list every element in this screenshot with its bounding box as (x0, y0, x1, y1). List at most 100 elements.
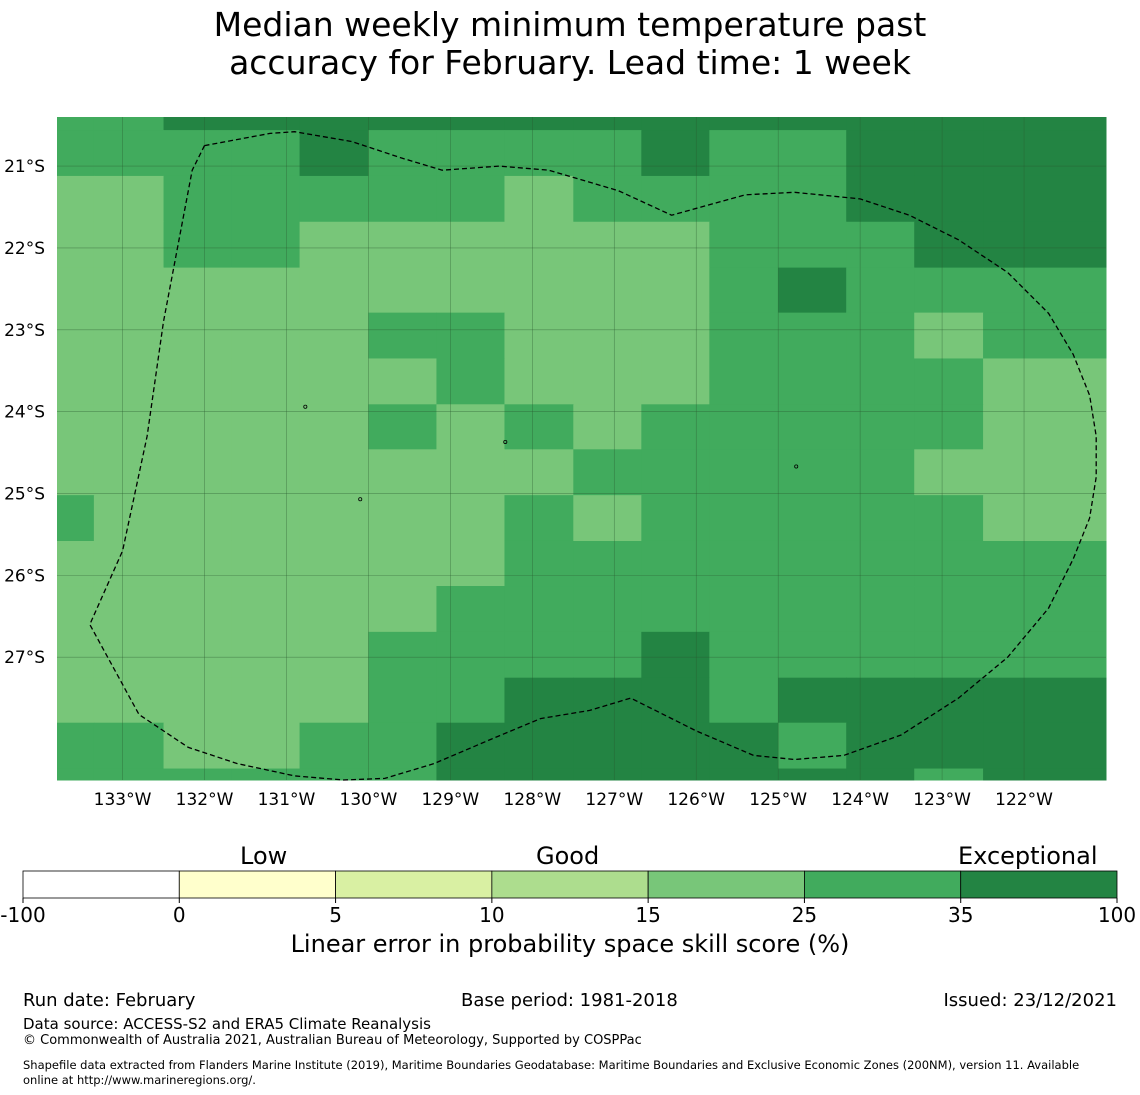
skill-cell (846, 586, 915, 633)
longitude-label: 122°W (995, 790, 1053, 810)
skill-cell (299, 404, 369, 450)
colorbar-segment (22, 870, 180, 899)
skill-cell (368, 677, 437, 724)
skill-cell (709, 358, 779, 405)
skill-cell (846, 117, 915, 131)
skill-cell (231, 358, 301, 405)
skill-cell (163, 117, 233, 131)
skill-cell (93, 358, 165, 405)
island-outline (503, 439, 508, 444)
skill-cell (983, 586, 1107, 633)
skill-cell (983, 404, 1107, 450)
skill-cell (846, 495, 915, 542)
eez-boundary (89, 131, 1097, 781)
skill-cell (57, 175, 95, 223)
skill-cell (93, 404, 165, 450)
skill-cell (231, 495, 301, 542)
skill-cell (368, 768, 437, 781)
skill-cell (983, 130, 1107, 177)
skill-cell (846, 267, 915, 314)
skill-cell (299, 722, 369, 770)
skill-cell (504, 267, 574, 314)
skill-cell (504, 586, 574, 633)
skill-cell (368, 117, 437, 131)
skill-cell (57, 130, 95, 177)
issued-date: Issued: 23/12/2021 (943, 990, 1117, 1011)
latitude-label: 26°S (4, 566, 45, 586)
skill-cell (231, 267, 301, 314)
latitude-label: 21°S (4, 157, 45, 177)
skill-cell (641, 495, 710, 542)
skill-cell (641, 540, 710, 587)
latitude-label: 23°S (4, 321, 45, 341)
skill-cell (163, 540, 233, 587)
skill-cell (299, 221, 369, 269)
skill-cell (504, 175, 574, 223)
skill-cell (983, 358, 1107, 405)
skill-cell (299, 117, 369, 131)
skill-cell (57, 495, 95, 542)
copyright: © Commonwealth of Australia 2021, Austra… (23, 1033, 642, 1048)
skill-cell (641, 677, 710, 724)
skill-cell (641, 221, 710, 269)
skill-cell (709, 722, 779, 770)
skill-cell (504, 677, 574, 724)
colorbar-segment (178, 870, 336, 899)
skill-cell (57, 358, 95, 405)
skill-cell (709, 404, 779, 450)
skill-cell (641, 267, 710, 314)
skill-cell (641, 117, 710, 131)
skill-cell (641, 449, 710, 496)
colorbar-ticks: -100 0 5 10 15 25 35 100 (0, 898, 1136, 927)
islands (303, 404, 799, 502)
skill-cell (57, 449, 95, 496)
skill-cell (914, 312, 984, 359)
base-period: Base period: 1981-2018 (461, 990, 678, 1011)
skill-cell (504, 117, 574, 131)
skill-cell (231, 404, 301, 450)
skill-cell (231, 768, 301, 781)
skill-cell (57, 631, 95, 679)
colorbar-segment (804, 870, 962, 899)
skill-cell (436, 175, 505, 223)
skill-cell (57, 267, 95, 314)
skill-cell (778, 267, 847, 314)
shapefile-credit-1: Shapefile data extracted from Flanders M… (23, 1058, 1080, 1072)
skill-cell (641, 722, 710, 770)
skill-cell (573, 449, 642, 496)
skill-cell (709, 540, 779, 587)
skill-cell (778, 117, 847, 131)
skill-cell (983, 312, 1107, 359)
skill-cell (709, 130, 779, 177)
skill-cell (846, 404, 915, 450)
skill-cell (504, 722, 574, 770)
skill-cell (231, 449, 301, 496)
latitude-label: 27°S (4, 648, 45, 668)
shapefile-credit-2: online at http://www.marineregions.org/. (23, 1073, 256, 1087)
skill-cell (846, 677, 915, 724)
skill-cell (57, 404, 95, 450)
colorbar-tick-label: 5 (329, 903, 342, 927)
skill-cell (778, 221, 847, 269)
colorbar-segment (647, 870, 805, 899)
longitude-label: 132°W (176, 790, 234, 810)
skill-cell (436, 267, 505, 314)
skill-cell (231, 722, 301, 770)
skill-cell (93, 449, 165, 496)
skill-cell (641, 312, 710, 359)
skill-cell (368, 312, 437, 359)
skill-cell (573, 117, 642, 131)
skill-cell (504, 495, 574, 542)
longitude-label: 123°W (913, 790, 971, 810)
skill-cell (93, 117, 165, 131)
skill-cell (231, 130, 301, 177)
skill-cell (368, 449, 437, 496)
skill-cell (914, 221, 984, 269)
skill-cell (93, 130, 165, 177)
skill-cell (163, 312, 233, 359)
skill-cell (57, 768, 95, 781)
skill-cell (299, 130, 369, 177)
skill-cell (778, 722, 847, 770)
skill-cell (983, 631, 1107, 679)
category-low: Low (240, 842, 288, 870)
